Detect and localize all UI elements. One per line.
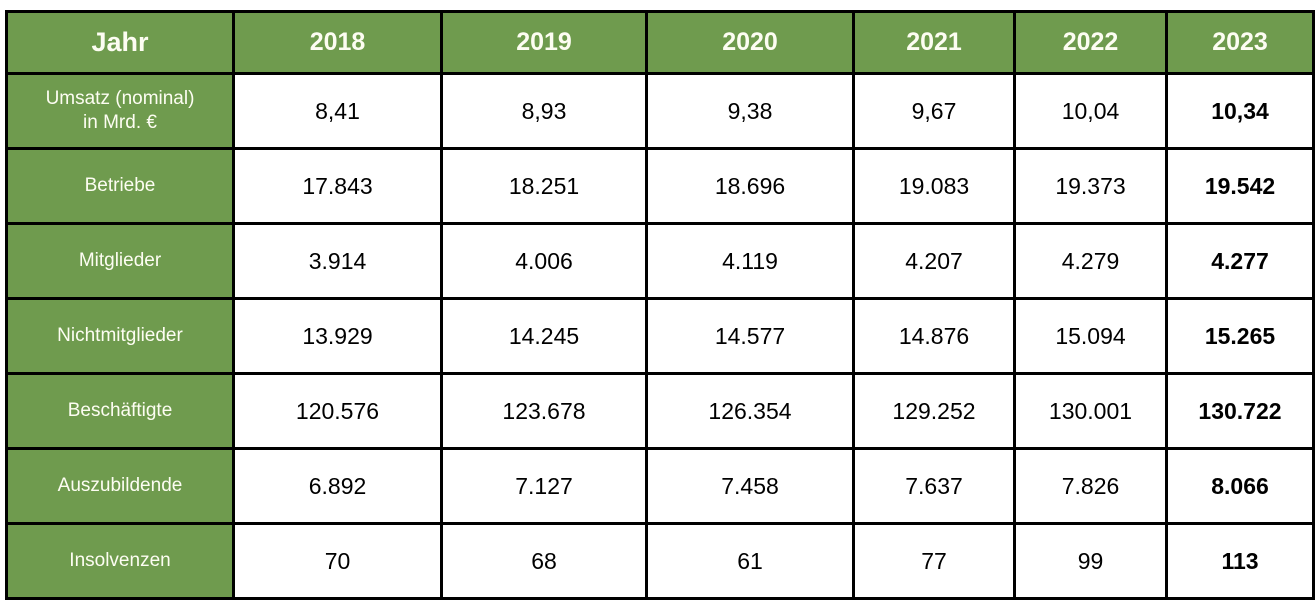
cell-auszubildende-2021: 7.637 xyxy=(852,447,1016,525)
cell-mitglieder-2020: 4.119 xyxy=(645,222,855,300)
table-header-row: Jahr 2018 2019 2020 2021 2022 2023 xyxy=(5,10,1315,75)
header-year-2018: 2018 xyxy=(232,10,443,75)
cell-nichtmitglieder-2021: 14.876 xyxy=(852,297,1016,375)
cell-umsatz-2018: 8,41 xyxy=(232,72,443,150)
header-year-2021: 2021 xyxy=(852,10,1016,75)
row-label-mitglieder: Mitglieder xyxy=(5,222,235,300)
cell-mitglieder-2023: 4.277 xyxy=(1165,222,1315,300)
cell-betriebe-2018: 17.843 xyxy=(232,147,443,225)
cell-betriebe-2021: 19.083 xyxy=(852,147,1016,225)
cell-betriebe-2020: 18.696 xyxy=(645,147,855,225)
cell-nichtmitglieder-2020: 14.577 xyxy=(645,297,855,375)
cell-beschaeftigte-2022: 130.001 xyxy=(1013,372,1168,450)
row-label-nichtmitglieder: Nichtmitglieder xyxy=(5,297,235,375)
table-row-umsatz: Umsatz (nominal) in Mrd. € 8,41 8,93 9,3… xyxy=(5,72,1315,150)
cell-mitglieder-2021: 4.207 xyxy=(852,222,1016,300)
row-label-beschaeftigte: Beschäftigte xyxy=(5,372,235,450)
cell-nichtmitglieder-2019: 14.245 xyxy=(440,297,648,375)
cell-insolvenzen-2023: 113 xyxy=(1165,522,1315,600)
cell-mitglieder-2022: 4.279 xyxy=(1013,222,1168,300)
cell-beschaeftigte-2021: 129.252 xyxy=(852,372,1016,450)
header-year-2019: 2019 xyxy=(440,10,648,75)
cell-umsatz-2022: 10,04 xyxy=(1013,72,1168,150)
cell-umsatz-2019: 8,93 xyxy=(440,72,648,150)
statistics-table: Jahr 2018 2019 2020 2021 2022 2023 Umsat… xyxy=(5,10,1315,600)
cell-betriebe-2022: 19.373 xyxy=(1013,147,1168,225)
cell-umsatz-2021: 9,67 xyxy=(852,72,1016,150)
header-year-2020: 2020 xyxy=(645,10,855,75)
cell-umsatz-2023: 10,34 xyxy=(1165,72,1315,150)
cell-insolvenzen-2020: 61 xyxy=(645,522,855,600)
cell-mitglieder-2018: 3.914 xyxy=(232,222,443,300)
row-label-betriebe: Betriebe xyxy=(5,147,235,225)
table-row-betriebe: Betriebe 17.843 18.251 18.696 19.083 19.… xyxy=(5,147,1315,225)
header-jahr: Jahr xyxy=(5,10,235,75)
cell-betriebe-2019: 18.251 xyxy=(440,147,648,225)
cell-mitglieder-2019: 4.006 xyxy=(440,222,648,300)
cell-betriebe-2023: 19.542 xyxy=(1165,147,1315,225)
table-row-insolvenzen: Insolvenzen 70 68 61 77 99 113 xyxy=(5,522,1315,600)
row-label-insolvenzen: Insolvenzen xyxy=(5,522,235,600)
cell-auszubildende-2022: 7.826 xyxy=(1013,447,1168,525)
table-row-auszubildende: Auszubildende 6.892 7.127 7.458 7.637 7.… xyxy=(5,447,1315,525)
cell-auszubildende-2023: 8.066 xyxy=(1165,447,1315,525)
table-row-nichtmitglieder: Nichtmitglieder 13.929 14.245 14.577 14.… xyxy=(5,297,1315,375)
cell-umsatz-2020: 9,38 xyxy=(645,72,855,150)
cell-insolvenzen-2018: 70 xyxy=(232,522,443,600)
row-label-auszubildende: Auszubildende xyxy=(5,447,235,525)
cell-auszubildende-2018: 6.892 xyxy=(232,447,443,525)
cell-nichtmitglieder-2023: 15.265 xyxy=(1165,297,1315,375)
cell-insolvenzen-2022: 99 xyxy=(1013,522,1168,600)
cell-insolvenzen-2021: 77 xyxy=(852,522,1016,600)
cell-insolvenzen-2019: 68 xyxy=(440,522,648,600)
cell-nichtmitglieder-2022: 15.094 xyxy=(1013,297,1168,375)
header-year-2022: 2022 xyxy=(1013,10,1168,75)
table-row-beschaeftigte: Beschäftigte 120.576 123.678 126.354 129… xyxy=(5,372,1315,450)
cell-auszubildende-2019: 7.127 xyxy=(440,447,648,525)
cell-beschaeftigte-2018: 120.576 xyxy=(232,372,443,450)
cell-beschaeftigte-2019: 123.678 xyxy=(440,372,648,450)
table-row-mitglieder: Mitglieder 3.914 4.006 4.119 4.207 4.279… xyxy=(5,222,1315,300)
cell-nichtmitglieder-2018: 13.929 xyxy=(232,297,443,375)
cell-beschaeftigte-2023: 130.722 xyxy=(1165,372,1315,450)
cell-beschaeftigte-2020: 126.354 xyxy=(645,372,855,450)
row-label-umsatz: Umsatz (nominal) in Mrd. € xyxy=(5,72,235,150)
header-year-2023: 2023 xyxy=(1165,10,1315,75)
cell-auszubildende-2020: 7.458 xyxy=(645,447,855,525)
